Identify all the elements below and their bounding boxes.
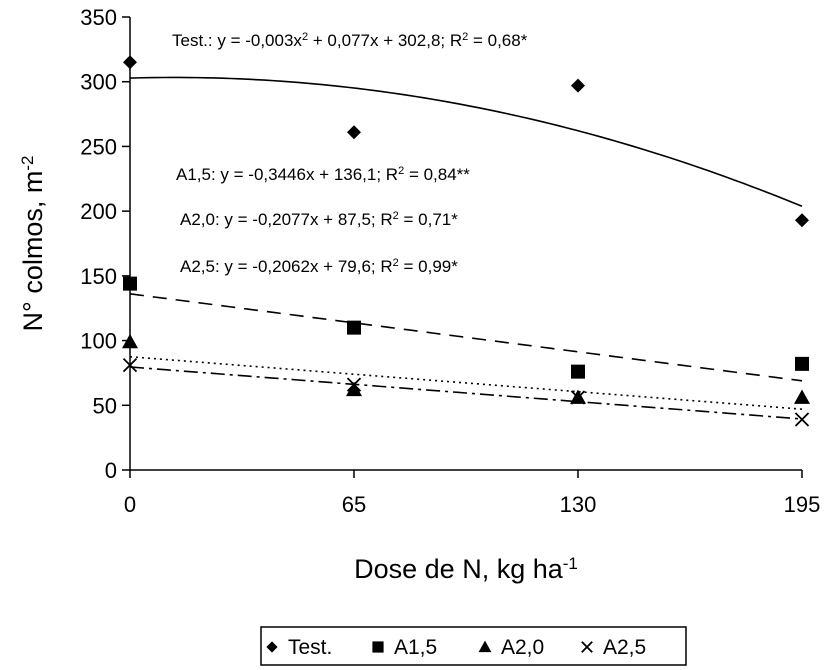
point-3-2	[570, 390, 586, 405]
legend-label-3: A2,5	[603, 636, 646, 659]
equation-test: Test.: y = -0,003x2 + 0,077x + 302,8; R2…	[172, 31, 528, 50]
point-3-1	[346, 377, 362, 392]
equation-a25: A2,5: y = -0,2062x + 79,6; R2 = 0,99*	[180, 257, 458, 276]
x-tick-label: 65	[342, 492, 366, 517]
point-2-1	[346, 381, 362, 397]
legend-marker-1	[372, 641, 384, 653]
y-axis-title: N° colmos, m-2	[18, 156, 49, 332]
trendline-3	[129, 366, 803, 420]
legend-label-0: Test.	[288, 636, 332, 659]
y-tick-label: 50	[93, 393, 117, 418]
equation-a20: A2,0: y = -0,2077x + 87,5; R2 = 0,71*	[180, 210, 458, 229]
point-1-1	[347, 320, 361, 335]
y-tick-label: 200	[80, 199, 117, 224]
y-tick-label: 350	[80, 5, 117, 30]
legend-box	[260, 626, 687, 666]
equation-a15: A1,5: y = -0,3446x + 136,1; R2 = 0,84**	[176, 165, 470, 184]
trendline-2	[129, 355, 803, 410]
point-0-1	[347, 125, 361, 140]
y-tick-label: 100	[80, 329, 117, 354]
point-1-2	[571, 364, 585, 379]
point-3-0	[122, 358, 138, 373]
point-2-0	[122, 333, 138, 349]
x-tick-label: 195	[784, 492, 821, 517]
point-0-2	[571, 78, 585, 93]
point-0-3	[795, 213, 809, 228]
legend-marker-2	[478, 640, 492, 653]
legend-label-1: A1,5	[394, 636, 437, 659]
y-tick-label: 250	[80, 134, 117, 159]
y-tick-label: 150	[80, 264, 117, 289]
legend: Test. A1,5 A2,0 A2,5	[260, 626, 687, 666]
trendline-0	[129, 76, 803, 208]
x-axis-title: Dose de N, kg ha-1	[354, 554, 578, 585]
trendline-1	[129, 293, 803, 382]
point-1-0	[123, 276, 137, 291]
x-tick-label: 130	[560, 492, 597, 517]
point-1-3	[795, 356, 809, 371]
point-0-0	[123, 55, 137, 70]
y-tick-label: 0	[105, 458, 117, 483]
point-2-3	[794, 389, 810, 404]
point-3-3	[794, 412, 810, 427]
legend-marker-0	[266, 641, 278, 653]
x-tick-label: 0	[124, 492, 136, 517]
legend-label-2: A2,0	[501, 636, 544, 659]
legend-marker-3	[581, 641, 593, 653]
y-tick-label: 300	[80, 70, 117, 95]
